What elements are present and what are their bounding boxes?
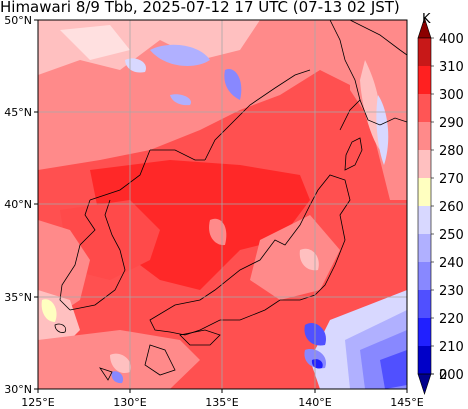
colorbar-segment — [418, 318, 431, 346]
colorbar-level-label: 230 — [439, 284, 464, 299]
lat-label: 40°N — [4, 198, 32, 211]
colorbar-segment — [418, 234, 431, 262]
brightness-temperature-field — [38, 20, 407, 389]
colorbar-level-label: 210 — [439, 340, 464, 355]
chart-title: Himawari 8/9 Tbb, 2025-07-12 17 UTC (07-… — [0, 0, 400, 16]
colorbar-extend-min — [417, 373, 432, 395]
colorbar-level-label: 280 — [439, 144, 464, 159]
colorbar-level-label: 0 — [439, 368, 447, 383]
graticule — [38, 20, 407, 389]
colorbar-level-label: 300 — [439, 88, 464, 103]
colorbar-level-label: 240 — [439, 256, 464, 271]
lat-label: 45°N — [4, 106, 32, 119]
colorbar-segment — [418, 346, 431, 374]
colorbar-segment — [418, 66, 431, 94]
colorbar-level-label: 270 — [439, 172, 464, 187]
colorbar-level-label: 260 — [439, 200, 464, 215]
lat-ticks — [34, 19, 38, 390]
colorbar-segment — [418, 290, 431, 318]
colorbar-level-label: 250 — [439, 228, 464, 243]
lon-label: 140°E — [298, 396, 331, 409]
lat-label: 50°N — [4, 14, 32, 27]
colorbar-segment — [418, 150, 431, 178]
colorbar-level-label: 220 — [439, 312, 464, 327]
colorbar-segment — [418, 178, 431, 206]
lon-label: 130°E — [113, 396, 146, 409]
lon-label: 145°E — [390, 396, 423, 409]
colorbar-unit: K — [422, 12, 431, 27]
colorbar-segment — [418, 122, 431, 150]
colorbar-level-label: 290 — [439, 116, 464, 131]
lon-label: 125°E — [21, 396, 54, 409]
lat-label: 30°N — [4, 383, 32, 396]
lon-label: 135°E — [205, 396, 238, 409]
lon-ticks — [37, 389, 408, 393]
colorbar-segment — [418, 94, 431, 122]
colorbar-level-label: 310 — [439, 60, 464, 75]
lat-label: 35°N — [4, 291, 32, 304]
colorbar-segment — [418, 206, 431, 234]
colorbar-segment — [418, 262, 431, 290]
colorbar-segment — [418, 38, 431, 66]
coastlines — [54, 20, 407, 381]
colorbar-level-label: 400 — [439, 32, 464, 47]
colorbar-level-label: 200 — [439, 368, 464, 383]
colorbar — [417, 17, 432, 395]
